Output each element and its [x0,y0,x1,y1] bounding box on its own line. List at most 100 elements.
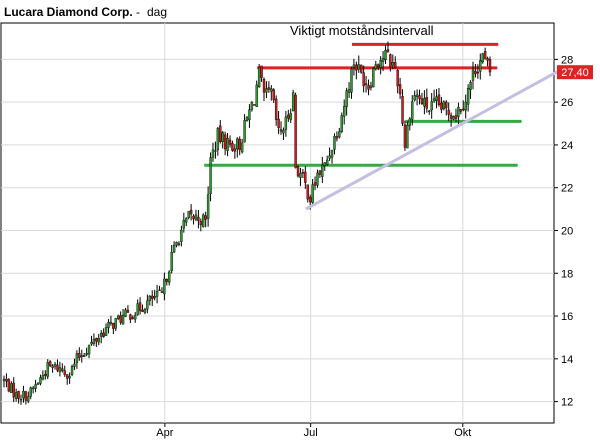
candle-up [391,62,394,66]
candle-up [311,184,314,203]
candle-up [31,387,35,390]
candlesticks [2,41,492,405]
candle-down [112,323,115,329]
candle-down [78,353,81,358]
candle-down [44,373,47,376]
candle-up [114,318,117,329]
candle-up [163,278,166,295]
y-tick-label: 16 [561,311,573,323]
candle-up [338,131,341,138]
candle-up [469,82,472,90]
candle-up [255,84,258,107]
candle-down [440,102,443,110]
candle-down [313,182,317,186]
candle-up [170,252,173,271]
candle-up [466,87,470,105]
candle-down [12,382,15,398]
candle-down [389,54,392,68]
candle-up [180,229,183,242]
candle-up [216,128,220,150]
candle-down [56,364,59,371]
candle-up [209,157,212,195]
candle-up [471,69,475,81]
candle-down [483,51,487,59]
x-tick-label: Apr [156,427,173,439]
candle-up [457,107,460,117]
candle-down [362,72,365,87]
candle-down [364,83,368,85]
candle-down [197,216,200,221]
candle-up [428,110,431,112]
candle-up [369,85,373,89]
chart-header: Lucara Diamond Corp. - dag [4,5,167,19]
candle-up [408,118,412,126]
candle-down [272,89,275,101]
candle-up [316,172,319,186]
candle-down [454,115,458,119]
candle-up [248,109,251,121]
candle-down [476,71,480,74]
candle-down [355,64,358,71]
candle-up [411,101,414,120]
candle-up [185,218,188,223]
candle-up [432,98,436,102]
candle-down [401,96,404,124]
candle-up [53,364,57,367]
candle-up [236,138,239,150]
candle-up [226,138,229,151]
candle-down [262,79,266,93]
candle-down [306,184,309,200]
candle-up [107,321,110,328]
candle-up [58,367,62,373]
candle-down [204,215,207,220]
candle-up [168,271,171,283]
candle-down [335,136,339,139]
candle-down [459,109,463,112]
candle-down [129,314,132,320]
candle-up [481,53,484,63]
candle-up [350,68,353,93]
candle-up [87,345,91,355]
candle-up [175,242,178,246]
candle-down [447,109,450,115]
candle-up [143,309,147,313]
candle-down [131,317,134,319]
last-price-label: 27,40 [561,67,589,79]
candle-up [245,117,249,121]
candle-down [119,315,122,323]
candle-down [360,64,363,73]
candle-up [452,116,455,120]
candle-down [223,134,227,150]
y-tick-label: 12 [561,397,573,409]
candle-down [17,390,20,399]
candle-up [36,383,40,385]
candle-down [231,143,234,151]
candle-up [321,164,324,177]
candle-up [97,337,100,343]
candle-down [260,65,263,78]
y-axis: 12 14 16 18 20 22 24 26 28 [554,54,573,409]
candle-up [381,58,385,62]
candle-up [257,67,261,88]
candle-up [243,120,246,143]
candle-down [277,118,280,129]
candle-up [34,384,37,389]
candle-down [65,374,69,379]
candle-up [214,150,217,152]
y-tick-label: 20 [561,225,573,237]
candle-up [182,220,186,229]
candle-down [192,215,195,220]
candle-up [68,376,71,379]
candle-up [104,327,108,336]
candle-up [70,366,74,375]
last-price-marker: 27,40 [557,65,593,80]
candle-up [406,124,409,149]
candle-up [22,390,25,399]
candle-up [148,295,152,301]
candle-up [379,59,382,68]
candle-down [418,95,421,99]
x-tick-label: Jul [304,427,318,439]
candle-down [102,332,105,337]
candle-down [488,59,492,73]
